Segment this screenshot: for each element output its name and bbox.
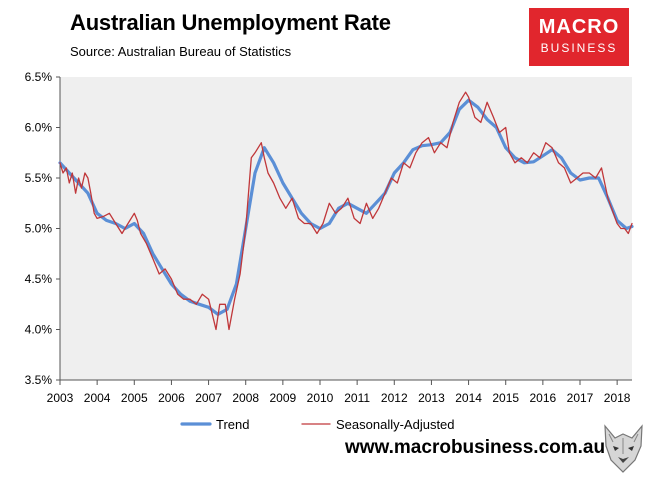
y-tick-label: 5.5% — [25, 171, 53, 185]
logo-line-2: BUSINESS — [540, 41, 618, 55]
x-tick-label: 2018 — [604, 391, 631, 405]
y-tick-label: 6.5% — [25, 70, 53, 84]
x-tick-label: 2015 — [492, 391, 519, 405]
y-tick-label: 4.5% — [25, 272, 53, 286]
x-tick-label: 2013 — [418, 391, 445, 405]
footer-url: www.macrobusiness.com.au — [345, 437, 606, 458]
x-tick-label: 2003 — [47, 391, 74, 405]
x-tick-label: 2010 — [307, 391, 334, 405]
legend-label-seasonally-adjusted: Seasonally-Adjusted — [336, 417, 455, 432]
x-tick-label: 2009 — [270, 391, 297, 405]
x-tick-label: 2006 — [158, 391, 185, 405]
x-tick-label: 2008 — [232, 391, 259, 405]
chart-subtitle: Source: Australian Bureau of Statistics — [70, 44, 292, 59]
y-tick-label: 3.5% — [25, 373, 53, 387]
y-tick-label: 5.0% — [25, 222, 53, 236]
macrobusiness-logo: MACRO BUSINESS — [529, 8, 629, 66]
y-tick-label: 4.0% — [25, 323, 53, 337]
y-tick-label: 6.0% — [25, 121, 53, 135]
wolf-icon — [604, 424, 643, 473]
legend-label-trend: Trend — [216, 417, 249, 432]
x-tick-label: 2017 — [567, 391, 594, 405]
x-tick-label: 2007 — [195, 391, 222, 405]
x-tick-label: 2011 — [344, 391, 370, 405]
chart-title: Australian Unemployment Rate — [70, 10, 391, 35]
x-tick-label: 2004 — [84, 391, 111, 405]
x-tick-label: 2016 — [530, 391, 557, 405]
seasonally-adjusted-series-line — [59, 91, 633, 331]
x-tick-label: 2014 — [455, 391, 482, 405]
plot-area — [60, 77, 632, 380]
x-tick-label: 2012 — [381, 391, 408, 405]
x-tick-label: 2005 — [121, 391, 148, 405]
logo-line-1: MACRO — [538, 16, 620, 38]
